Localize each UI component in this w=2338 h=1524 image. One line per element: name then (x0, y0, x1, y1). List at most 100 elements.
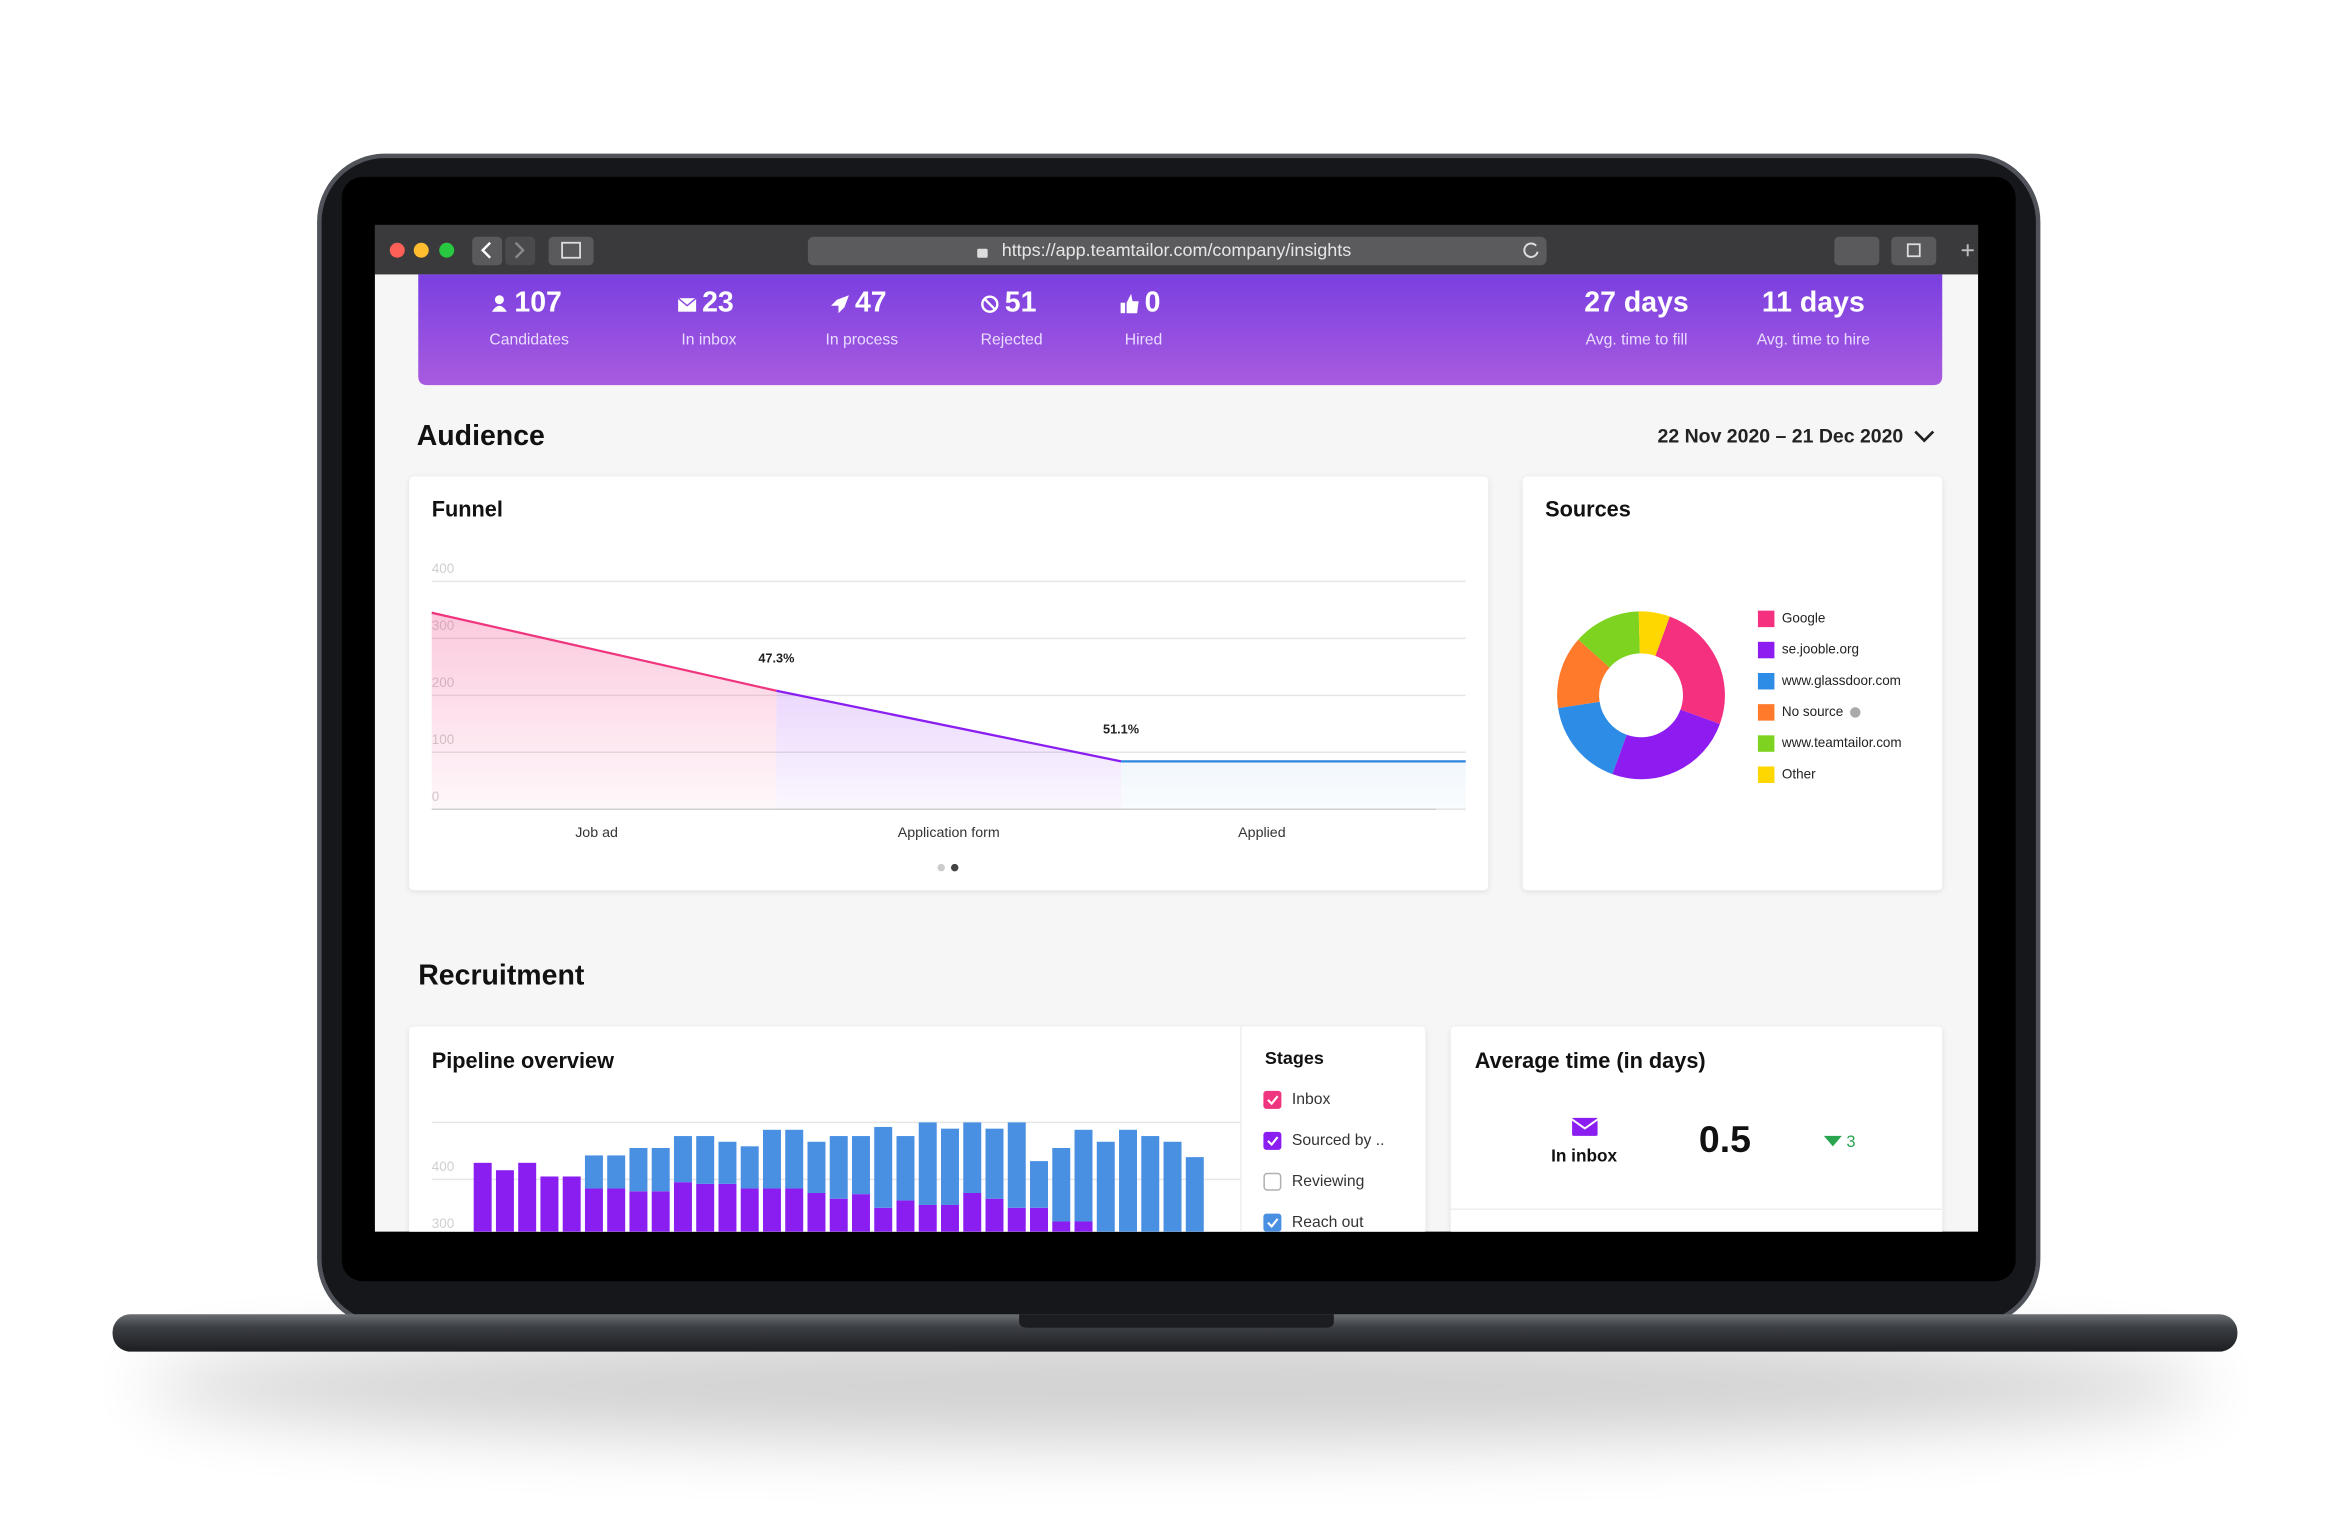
forward-button[interactable] (505, 236, 536, 266)
bar-segment (1052, 1221, 1071, 1232)
new-tab-button[interactable] (1961, 244, 1974, 257)
bar-segment (607, 1188, 626, 1232)
sidebar-button[interactable] (548, 236, 594, 266)
bar-segment (762, 1129, 781, 1189)
stat-icon (1126, 293, 1139, 314)
zoom-button[interactable] (439, 242, 455, 258)
bar-segment (629, 1191, 648, 1232)
bar-segment (1030, 1161, 1048, 1208)
stat-value: 27 days (1584, 287, 1688, 319)
bar-segment (851, 1194, 870, 1232)
checkmark (1267, 1136, 1279, 1147)
stat-icon (981, 295, 999, 313)
sources-chart: Sources Google se.jooble.org www.glassdoor.… (1545, 497, 1902, 783)
funnel-area (431, 612, 777, 810)
bar-segment (584, 1155, 603, 1189)
card-title: Average time (in days) (1475, 1048, 1706, 1073)
stat-label: Rejected (981, 331, 1043, 348)
bar-segment (985, 1128, 1004, 1199)
pagination-dot-active[interactable] (950, 863, 959, 872)
laptop-base (112, 1314, 2238, 1352)
legend-label: Google (1782, 610, 1825, 625)
legend-swatch (1757, 735, 1775, 752)
checkmark (1267, 1095, 1279, 1106)
stat-label: In process (826, 331, 899, 348)
minimize-button[interactable] (413, 242, 429, 258)
close-button[interactable] (389, 242, 405, 258)
bar-segment (607, 1155, 626, 1189)
funnel-line (431, 611, 777, 692)
stat-value: 47 (855, 287, 887, 319)
pagination-dot[interactable] (937, 863, 945, 872)
legend-swatch (1757, 610, 1775, 628)
stat-icon (491, 305, 507, 312)
doughnut-slice (1557, 639, 1610, 709)
bar-segment (696, 1183, 715, 1232)
legend-label: No source (1782, 704, 1843, 719)
date-range[interactable]: 22 Nov 2020 – 21 Dec 2020 (1658, 426, 1904, 448)
doughnut-slice (1655, 616, 1725, 725)
bar-segment (896, 1200, 915, 1232)
stage-checkbox[interactable] (1263, 1131, 1282, 1150)
stats-row: 107 Candidates 23 In inbox 47 In process 51 Rej… (489, 287, 1870, 349)
stage-checkbox[interactable] (1263, 1090, 1282, 1109)
stat-label: Candidates (489, 331, 569, 348)
x-tick-label: Job ad (575, 825, 618, 841)
bar-segment (718, 1141, 737, 1184)
bar-segment (874, 1126, 893, 1208)
bar-segment (940, 1128, 959, 1205)
change-value: 3 (1846, 1133, 1855, 1151)
card-title: Funnel (432, 497, 503, 522)
bar-segment (540, 1176, 559, 1232)
stat-label: Hired (1125, 331, 1163, 348)
bar-segment (985, 1198, 1004, 1232)
laptop-shadow (142, 1329, 2211, 1444)
funnel-area (776, 690, 1122, 810)
bar-segment (1119, 1129, 1138, 1232)
funnel-chart: Funnel 0 100 200 300 400 Job ad Application for… (431, 497, 1466, 841)
reload-icon[interactable] (1523, 242, 1539, 258)
stage-checkbox[interactable] (1263, 1172, 1282, 1191)
page-content: 107 Candidates 23 In inbox 47 In process 51 Rej… (374, 274, 1979, 1232)
date-dropdown-icon[interactable] (1914, 430, 1935, 443)
y-tick-label: 400 (432, 1159, 454, 1174)
bar-segment (1096, 1141, 1115, 1232)
bar-segment (1141, 1136, 1160, 1232)
stage-label: Inbox (1292, 1091, 1331, 1108)
pipeline-plot: 300 400 (431, 1121, 1241, 1232)
change-down-icon (1823, 1135, 1842, 1147)
stat-label: In inbox (681, 331, 736, 348)
bar-segment (963, 1193, 982, 1232)
stage-label: Reviewing (1292, 1173, 1365, 1190)
stat-value: 0 (1145, 287, 1161, 319)
sidebar-icon (561, 241, 581, 259)
bar-segment (807, 1193, 826, 1232)
bar-segment (696, 1136, 715, 1184)
bar-segment (829, 1198, 848, 1232)
share-button[interactable] (1834, 236, 1880, 266)
stage-label: In inbox (1551, 1145, 1617, 1165)
url-text: https://app.teamtailor.com/company/insig… (1002, 240, 1352, 260)
info-icon (1850, 707, 1861, 718)
legend-label: www.teamtailor.com (1781, 735, 1902, 750)
bar-segment (896, 1136, 915, 1201)
tabs-button[interactable] (1891, 236, 1937, 266)
bar-segment (718, 1183, 737, 1232)
bar-segment (1052, 1148, 1071, 1222)
x-tick-label: Applied (1238, 825, 1285, 841)
stat-icon (830, 295, 849, 314)
bar-segment (1163, 1141, 1182, 1232)
y-tick-label: 400 (432, 561, 454, 576)
bar-segment (562, 1176, 581, 1232)
back-button[interactable] (472, 236, 503, 266)
stat-icon (677, 297, 697, 307)
back-icon (480, 241, 492, 259)
stage-checkbox[interactable] (1263, 1213, 1282, 1232)
stat-value: 51 (1005, 287, 1037, 319)
funnel-line (776, 689, 1122, 763)
stats-banner (418, 274, 1943, 386)
bar-segment (1030, 1207, 1048, 1232)
url-bar[interactable] (807, 236, 1547, 266)
doughnut-slice (1638, 611, 1670, 656)
